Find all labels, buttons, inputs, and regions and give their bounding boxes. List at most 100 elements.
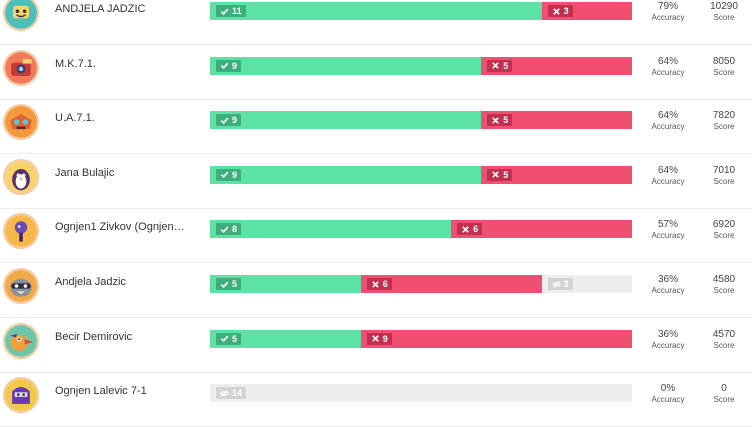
score-value: 8050: [712, 55, 736, 67]
accuracy-stat: 0% Accuracy: [643, 383, 693, 405]
skip-count: 3: [563, 279, 569, 289]
leaderboard-row[interactable]: U.A.7.1. 9 5 64% Accuracy 7820 Score: [0, 99, 752, 155]
correct-count: 9: [232, 60, 238, 71]
wrong-count-badge: 5: [487, 59, 513, 72]
score-stat: 10290 Score: [699, 1, 749, 23]
accuracy-stat: 79% Accuracy: [643, 1, 693, 23]
player-name: U.A.7.1.: [55, 112, 95, 125]
score-value: 6920: [712, 219, 736, 231]
correct-segment: 9: [210, 56, 482, 75]
player-name: Ognjen1 Zivkov (Ognjen…: [55, 221, 185, 234]
accuracy-value: 64%: [657, 55, 678, 67]
accuracy-label: Accuracy: [651, 122, 685, 132]
check-icon: [220, 7, 229, 16]
wrong-segment: 6: [360, 275, 542, 293]
leaderboard-row[interactable]: Ognjen1 Zivkov (Ognjen… 8 6 57% Accuracy 6920…: [0, 208, 752, 264]
check-icon: [220, 334, 229, 343]
leaderboard-row[interactable]: Becir Demirovic 5 9 36% Accuracy 4570 Score: [0, 318, 752, 373]
cross-icon: [371, 280, 380, 289]
skip-count: 14: [232, 388, 243, 399]
orange-robot-avatar: [3, 104, 39, 141]
wrong-count-badge: 9: [366, 332, 392, 345]
score-stat: 7820 Score: [699, 110, 749, 132]
player-name: Andjela Jadzic: [55, 276, 126, 288]
accuracy-label: Accuracy: [651, 286, 685, 295]
leaderboard-row[interactable]: Ognjen Lalevic 7-1 14 0% Accuracy 0 Score: [0, 372, 752, 427]
teal-smile-avatar: [3, 0, 39, 31]
wrong-segment: 5: [481, 56, 632, 75]
check-icon: [220, 280, 229, 289]
score-stat: 8050 Score: [699, 56, 749, 78]
accuracy-stat: 64% Accuracy: [643, 110, 693, 132]
wrong-segment: 5: [481, 111, 632, 130]
correct-count: 5: [232, 279, 238, 289]
score-stat: 4570 Score: [699, 329, 749, 351]
accuracy-value: 64%: [657, 164, 678, 176]
wrong-segment: 3: [541, 2, 632, 20]
check-icon: [220, 225, 229, 234]
accuracy-stat: 57% Accuracy: [643, 219, 693, 241]
score-value: 0: [721, 383, 727, 395]
accuracy-stat: 64% Accuracy: [643, 56, 693, 78]
wrong-segment: 6: [451, 220, 632, 239]
score-stat: 0 Score: [699, 383, 749, 405]
check-icon: [220, 170, 229, 179]
wrong-count-badge: 5: [487, 168, 513, 181]
skip-count-badge: 3: [547, 278, 573, 290]
correct-count-badge: 9: [216, 168, 242, 181]
accuracy-stat: 36% Accuracy: [643, 329, 693, 351]
correct-count-badge: 5: [216, 278, 242, 290]
correct-count: 11: [232, 6, 242, 16]
correct-count-badge: 8: [216, 223, 242, 236]
wrong-count: 9: [382, 333, 388, 344]
score-label: Score: [713, 340, 735, 350]
score-stat: 6920 Score: [699, 219, 749, 241]
accuracy-label: Accuracy: [651, 395, 685, 405]
accuracy-value: 79%: [657, 1, 678, 12]
leaderboard-row[interactable]: ANDJELA JADZIC 11 3 79% Accuracy 10290 Score: [0, 0, 752, 45]
score-value: 4580: [712, 274, 736, 285]
score-label: Score: [713, 67, 735, 77]
wrong-count: 5: [503, 60, 509, 71]
wrong-count: 6: [382, 279, 388, 289]
cross-icon: [461, 225, 470, 234]
wrong-segment: 9: [360, 329, 632, 348]
score-value: 7820: [712, 110, 736, 122]
accuracy-label: Accuracy: [651, 340, 685, 350]
leaderboard-row[interactable]: Jana Bulajic 9 5 64% Accuracy 7010 Score: [0, 154, 752, 209]
leaderboard-row[interactable]: Andjela Jadzic 5 6 3 36% Accuracy 4580 Score: [0, 263, 752, 318]
score-label: Score: [713, 13, 735, 22]
wrong-count-badge: 3: [547, 5, 573, 17]
red-camera-avatar: [3, 49, 39, 86]
leaderboard-row[interactable]: M.K.7.1. 9 5 64% Accuracy 8050 Score: [0, 45, 752, 100]
cross-icon: [491, 116, 500, 125]
wrong-count-badge: 6: [457, 223, 483, 236]
score-label: Score: [713, 395, 735, 405]
bird-avatar: [3, 322, 39, 359]
wrong-count: 5: [503, 115, 509, 126]
correct-segment: 9: [210, 165, 482, 184]
score-value: 4570: [712, 328, 736, 340]
correct-count: 8: [232, 224, 238, 235]
answer-bar: 14: [210, 384, 632, 403]
wrong-count: 6: [473, 224, 479, 235]
accuracy-label: Accuracy: [651, 176, 685, 186]
skip-count-badge: 14: [216, 387, 247, 400]
correct-segment: 5: [210, 329, 361, 348]
accuracy-label: Accuracy: [651, 13, 685, 22]
cross-icon: [491, 170, 500, 179]
accuracy-value: 0%: [660, 383, 676, 395]
player-name: Ognjen Lalevic 7-1: [55, 385, 147, 398]
wrong-count-badge: 5: [487, 114, 513, 127]
correct-count-badge: 11: [216, 5, 246, 17]
player-name: M.K.7.1.: [55, 57, 96, 70]
purple-monster-avatar: [3, 377, 39, 414]
score-label: Score: [713, 122, 735, 132]
correct-count-badge: 9: [216, 114, 242, 127]
correct-count-badge: 5: [216, 332, 242, 345]
wrong-count: 3: [563, 6, 569, 16]
